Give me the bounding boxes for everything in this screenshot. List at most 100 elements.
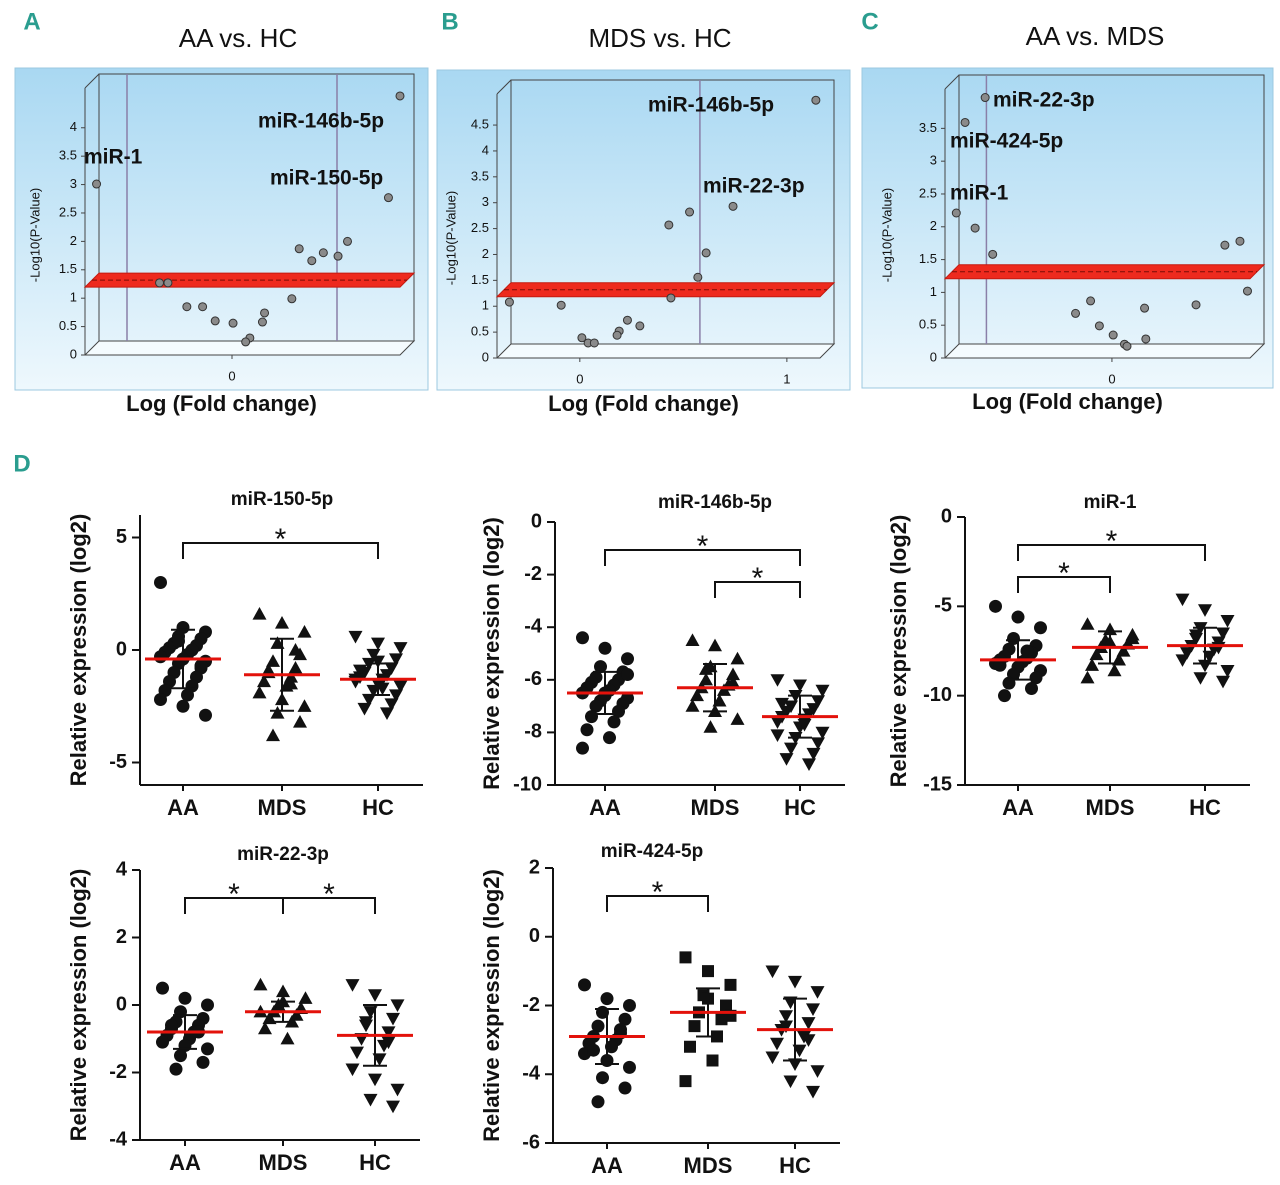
- point: [811, 95, 821, 105]
- point: [393, 680, 408, 693]
- left-edge-top: [496, 79, 512, 95]
- significance-bracket: [1017, 576, 1111, 593]
- point: [730, 712, 745, 725]
- y-tick-label: -2: [522, 994, 540, 1016]
- y-tick-label: 0: [930, 349, 937, 364]
- point: [257, 317, 267, 327]
- point: [1242, 286, 1252, 296]
- point: [770, 716, 785, 729]
- point: [359, 1016, 373, 1029]
- point: [770, 729, 785, 743]
- y-tick-label: -10: [923, 684, 952, 706]
- point: [307, 256, 317, 266]
- point: [390, 999, 405, 1012]
- left-edge-top: [944, 74, 960, 90]
- y-tick-label: 2: [70, 233, 77, 248]
- point: [258, 1021, 272, 1035]
- x-axis-label: Log (Fold change): [972, 389, 1163, 414]
- point: [706, 1054, 719, 1067]
- y-tick-label: 2: [482, 246, 489, 261]
- point: [284, 676, 298, 690]
- significance-bracket: [1017, 544, 1206, 561]
- y-tick-label: 0: [70, 346, 77, 361]
- point: [591, 1095, 605, 1109]
- point: [1025, 682, 1038, 696]
- point: [1011, 610, 1025, 624]
- point: [596, 1071, 609, 1085]
- y-tick-label: -2: [109, 1061, 127, 1083]
- point: [1086, 296, 1096, 306]
- point: [266, 728, 280, 742]
- point: [784, 742, 798, 756]
- point: [318, 248, 328, 258]
- chart-title: miR-22-3p: [237, 844, 329, 865]
- point: [288, 661, 303, 674]
- point: [284, 670, 298, 683]
- point: [196, 1055, 210, 1069]
- point: [1193, 672, 1208, 685]
- point: [381, 1026, 396, 1039]
- point: [1180, 647, 1194, 660]
- point: [1220, 615, 1235, 628]
- y-axis-label: Relative expression (log2): [886, 515, 911, 788]
- chart-title: miR-150-5p: [231, 489, 333, 510]
- y-tick-label: 0: [116, 638, 127, 660]
- point: [614, 1023, 627, 1037]
- point: [1108, 330, 1118, 340]
- point: [580, 723, 594, 737]
- point: [1112, 652, 1126, 666]
- point: [622, 315, 632, 325]
- point: [685, 699, 700, 712]
- point: [664, 220, 674, 230]
- x-tick-label: MDS: [258, 795, 307, 820]
- y-tick-label: 3: [930, 153, 937, 168]
- significance-label: *: [275, 523, 287, 556]
- point: [589, 699, 603, 713]
- point: [556, 300, 566, 310]
- point: [210, 316, 220, 326]
- floor: [495, 343, 836, 359]
- y-tick-label: 0.5: [59, 318, 77, 333]
- point: [345, 1063, 360, 1077]
- point: [685, 633, 700, 646]
- y-tick-label: -2: [524, 563, 542, 585]
- plot-background: [14, 67, 429, 391]
- y-tick-label: 4: [116, 858, 128, 880]
- point: [270, 706, 285, 719]
- y-tick-label: 2: [529, 856, 540, 878]
- point: [699, 672, 713, 686]
- point: [775, 697, 789, 711]
- left-edge-top: [84, 73, 100, 89]
- significance-bracket: [604, 549, 801, 566]
- y-axis-label: Relative expression (log2): [66, 514, 91, 787]
- point: [241, 337, 251, 347]
- point: [701, 248, 711, 258]
- significance-label: *: [697, 530, 709, 563]
- point: [257, 674, 271, 688]
- y-tick-label: -15: [923, 773, 952, 795]
- y-axis-label: Relative expression (log2): [479, 869, 504, 1142]
- chart-title: AA vs. HC: [179, 23, 297, 53]
- point: [998, 689, 1011, 703]
- point: [1235, 236, 1245, 246]
- x-axis-label: Log (Fold change): [126, 391, 317, 416]
- point: [779, 1020, 793, 1034]
- x-tick-label: 0: [576, 371, 583, 386]
- point: [970, 223, 980, 233]
- point: [371, 655, 385, 669]
- point: [765, 1051, 780, 1065]
- significance-label: *: [652, 876, 664, 909]
- point: [724, 978, 737, 991]
- point: [1071, 308, 1081, 318]
- point: [806, 747, 821, 761]
- plot-background: [861, 67, 1274, 389]
- point: [806, 1003, 820, 1016]
- point: [693, 272, 703, 282]
- point: [366, 648, 381, 662]
- point: [383, 193, 393, 203]
- point: [504, 297, 514, 307]
- point: [1189, 629, 1203, 642]
- point: [294, 244, 304, 254]
- point: [384, 662, 399, 675]
- point: [395, 91, 405, 101]
